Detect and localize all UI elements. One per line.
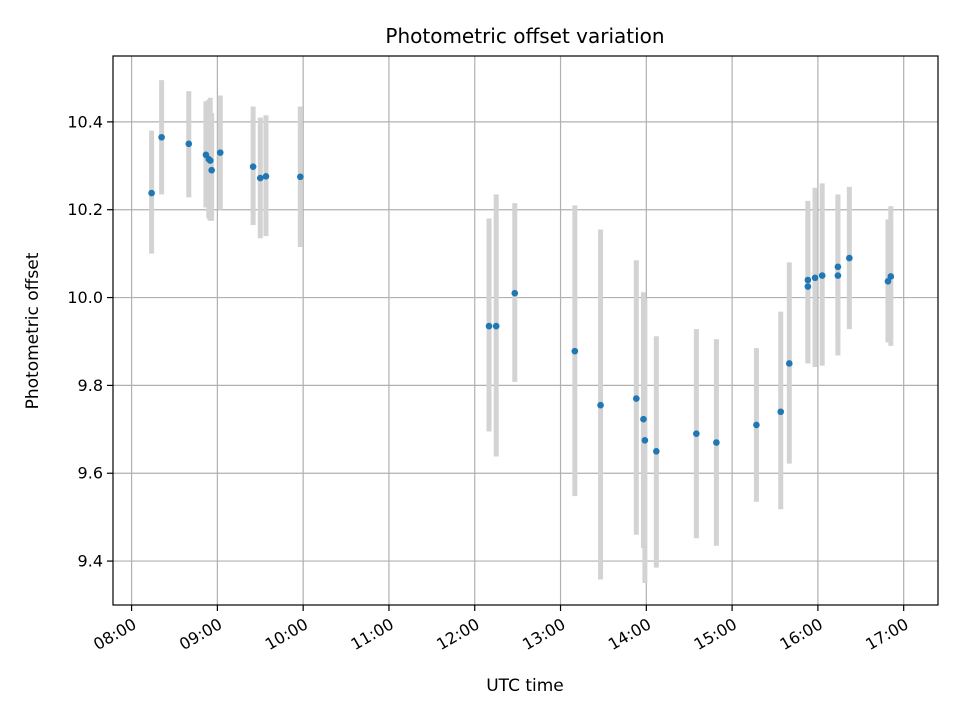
data-point: [785, 360, 793, 367]
data-point: [641, 437, 649, 444]
plot-frame: [112, 55, 939, 606]
data-point: [249, 163, 257, 170]
y-tick-label: 9.6: [78, 464, 103, 483]
data-point: [597, 401, 604, 409]
x-axis-title: UTC time: [486, 676, 564, 696]
data-point: [256, 174, 264, 182]
grid: [113, 56, 938, 605]
data-point: [633, 395, 640, 402]
data-point: [753, 421, 760, 429]
data-point: [262, 173, 270, 180]
data-point: [206, 157, 214, 164]
y-axis: 9.4 9.6 9.8 10.0 10.2 10.4: [67, 112, 113, 571]
data-point: [804, 276, 812, 284]
data-point: [818, 272, 826, 279]
data-point: [216, 149, 224, 156]
data-point: [148, 189, 155, 197]
data-point: [640, 415, 647, 423]
data-points: [148, 133, 895, 455]
data-point: [777, 408, 785, 416]
data-point: [185, 140, 193, 148]
data-point: [653, 447, 660, 455]
data-point: [846, 254, 853, 262]
data-point: [804, 283, 812, 290]
data-point: [297, 173, 304, 181]
data-point: [693, 430, 700, 438]
y-tick-label: 9.8: [78, 376, 103, 395]
data-point: [811, 274, 819, 282]
data-point: [492, 322, 500, 330]
y-tick-label: 10.2: [67, 200, 103, 219]
y-tick-label: 10.0: [67, 288, 103, 307]
data-point: [571, 347, 579, 355]
data-point: [887, 273, 895, 280]
data-point: [511, 289, 519, 297]
data-point: [884, 278, 892, 285]
data-point: [208, 166, 215, 174]
data-point: [834, 272, 842, 279]
data-point: [485, 322, 493, 330]
data-point: [713, 439, 720, 446]
chart-title: Photometric offset variation: [385, 24, 664, 48]
data-point: [158, 133, 165, 141]
y-tick-label: 10.4: [67, 112, 103, 131]
y-tick-label: 9.4: [78, 552, 103, 571]
data-point: [834, 263, 842, 271]
y-axis-title: Photometric offset: [23, 252, 43, 409]
